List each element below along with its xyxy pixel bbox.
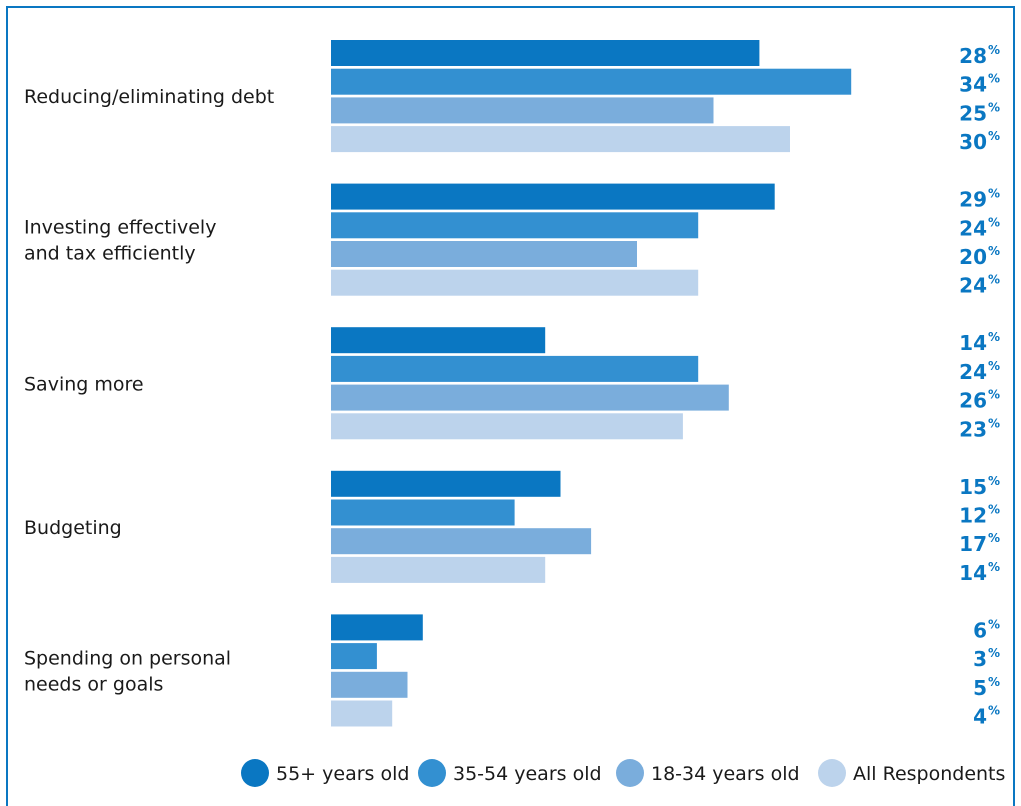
data-label-unit: %: [988, 72, 1000, 86]
data-label-unit: %: [988, 43, 1000, 57]
bar: [331, 212, 699, 239]
data-label-unit: %: [988, 273, 1000, 287]
data-label: 14: [959, 331, 987, 355]
bar: [331, 671, 408, 698]
data-label: 6: [973, 618, 987, 642]
data-label: 24: [959, 216, 987, 240]
bar: [331, 643, 377, 670]
data-label-unit: %: [988, 675, 1000, 689]
legend-label: All Respondents: [853, 763, 1005, 785]
data-label: 20: [959, 245, 987, 269]
data-label-unit: %: [988, 187, 1000, 201]
data-label: 26: [959, 389, 987, 413]
bar: [331, 97, 714, 124]
data-label-unit: %: [988, 617, 1000, 631]
bar: [331, 355, 699, 382]
bar: [331, 241, 637, 267]
data-label: 24: [959, 274, 987, 298]
data-label-unit: %: [988, 359, 1000, 373]
data-label-unit: %: [988, 704, 1000, 718]
data-label-unit: %: [988, 416, 1000, 430]
data-label: 4: [973, 705, 987, 729]
data-label: 28: [959, 44, 987, 68]
bar: [331, 68, 852, 95]
legend-swatch: [241, 759, 269, 787]
bar: [331, 614, 423, 641]
category-label: Spending on personal: [24, 647, 231, 669]
data-label-unit: %: [988, 129, 1000, 143]
data-label: 24: [959, 360, 987, 384]
bar: [331, 126, 790, 153]
data-label: 23: [959, 417, 987, 441]
bar: [331, 528, 592, 555]
data-label: 34: [959, 73, 987, 97]
category-label: needs or goals: [24, 673, 163, 695]
data-label-unit: %: [988, 560, 1000, 574]
data-label-unit: %: [988, 215, 1000, 229]
data-label-unit: %: [988, 646, 1000, 660]
bar: [331, 40, 760, 66]
bar: [331, 700, 393, 727]
category-label: Saving more: [24, 373, 144, 395]
data-label: 29: [959, 188, 987, 212]
data-label-unit: %: [988, 100, 1000, 114]
data-label-unit: %: [988, 531, 1000, 545]
bar: [331, 183, 775, 210]
legend-label: 18-34 years old: [651, 763, 800, 785]
data-label: 15: [959, 475, 987, 499]
data-label-unit: %: [988, 503, 1000, 517]
chart-frame: [6, 6, 1015, 806]
bar: [331, 327, 546, 354]
legend-swatch: [818, 759, 846, 787]
bar: [331, 384, 729, 411]
category-label: Budgeting: [24, 517, 122, 539]
bar: [331, 269, 699, 296]
bar: [331, 413, 683, 440]
data-label: 5: [973, 676, 987, 700]
category-label: Investing effectively: [24, 217, 216, 239]
data-label: 30: [959, 130, 987, 154]
data-label: 12: [959, 504, 987, 528]
legend-swatch: [616, 759, 644, 787]
data-label-unit: %: [988, 330, 1000, 344]
data-label: 14: [959, 561, 987, 585]
bar: [331, 556, 546, 583]
legend-swatch: [418, 759, 446, 787]
legend-label: 55+ years old: [276, 763, 409, 785]
data-label: 3: [973, 647, 987, 671]
data-label: 17: [959, 532, 987, 556]
bar: [331, 470, 561, 497]
data-label-unit: %: [988, 244, 1000, 258]
data-label-unit: %: [988, 474, 1000, 488]
legend-label: 35-54 years old: [453, 763, 602, 785]
category-label: Reducing/eliminating debt: [24, 86, 274, 108]
data-label-unit: %: [988, 388, 1000, 402]
data-label: 25: [959, 101, 987, 125]
bar: [331, 499, 515, 526]
category-label: and tax efficiently: [24, 243, 196, 265]
